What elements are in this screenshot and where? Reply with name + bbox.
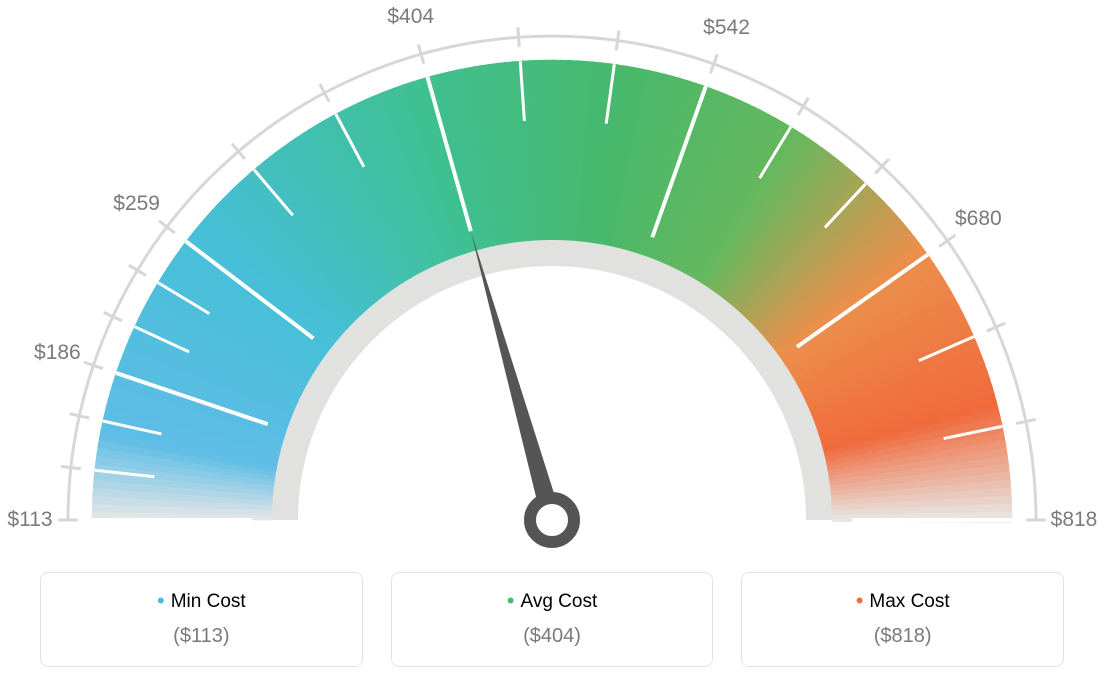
legend-card-avg: •Avg Cost ($404) bbox=[391, 572, 714, 667]
legend-row: •Min Cost ($113) •Avg Cost ($404) •Max C… bbox=[0, 572, 1104, 667]
legend-title-text-avg: Avg Cost bbox=[520, 591, 597, 612]
tick-label: $186 bbox=[34, 341, 81, 365]
tick-label: $259 bbox=[113, 192, 160, 216]
legend-title-text-min: Min Cost bbox=[171, 591, 246, 612]
dot-icon-avg: • bbox=[507, 588, 515, 613]
legend-title-text-max: Max Cost bbox=[869, 591, 949, 612]
gauge-chart-container: $113 $186 $259 $404 $542 $680 $818 • Min Cost (… bbox=[0, 0, 1104, 690]
legend-card-min: • Min Cost ($113) bbox=[40, 572, 363, 667]
gauge-area: $113 $186 $259 $404 $542 $680 $818 bbox=[0, 0, 1104, 560]
legend-title-max: •Max Cost bbox=[752, 589, 1053, 615]
gauge-svg bbox=[0, 0, 1104, 560]
tick-label: $818 bbox=[1051, 508, 1098, 532]
tick-label: $113 bbox=[7, 508, 52, 532]
tick-label: $404 bbox=[387, 5, 434, 29]
dot-icon-max: • bbox=[856, 588, 864, 613]
legend-value-min: ($113) bbox=[51, 625, 352, 648]
dot-icon-min: • bbox=[157, 588, 165, 613]
legend-title-avg: •Avg Cost bbox=[402, 589, 703, 615]
legend-card-max: •Max Cost ($818) bbox=[741, 572, 1064, 667]
legend-value-max: ($818) bbox=[752, 625, 1053, 648]
tick-label: $680 bbox=[955, 207, 1002, 231]
tick-label: $542 bbox=[703, 16, 750, 40]
legend-title-min: • Min Cost bbox=[51, 589, 352, 615]
legend-value-avg: ($404) bbox=[402, 625, 703, 648]
